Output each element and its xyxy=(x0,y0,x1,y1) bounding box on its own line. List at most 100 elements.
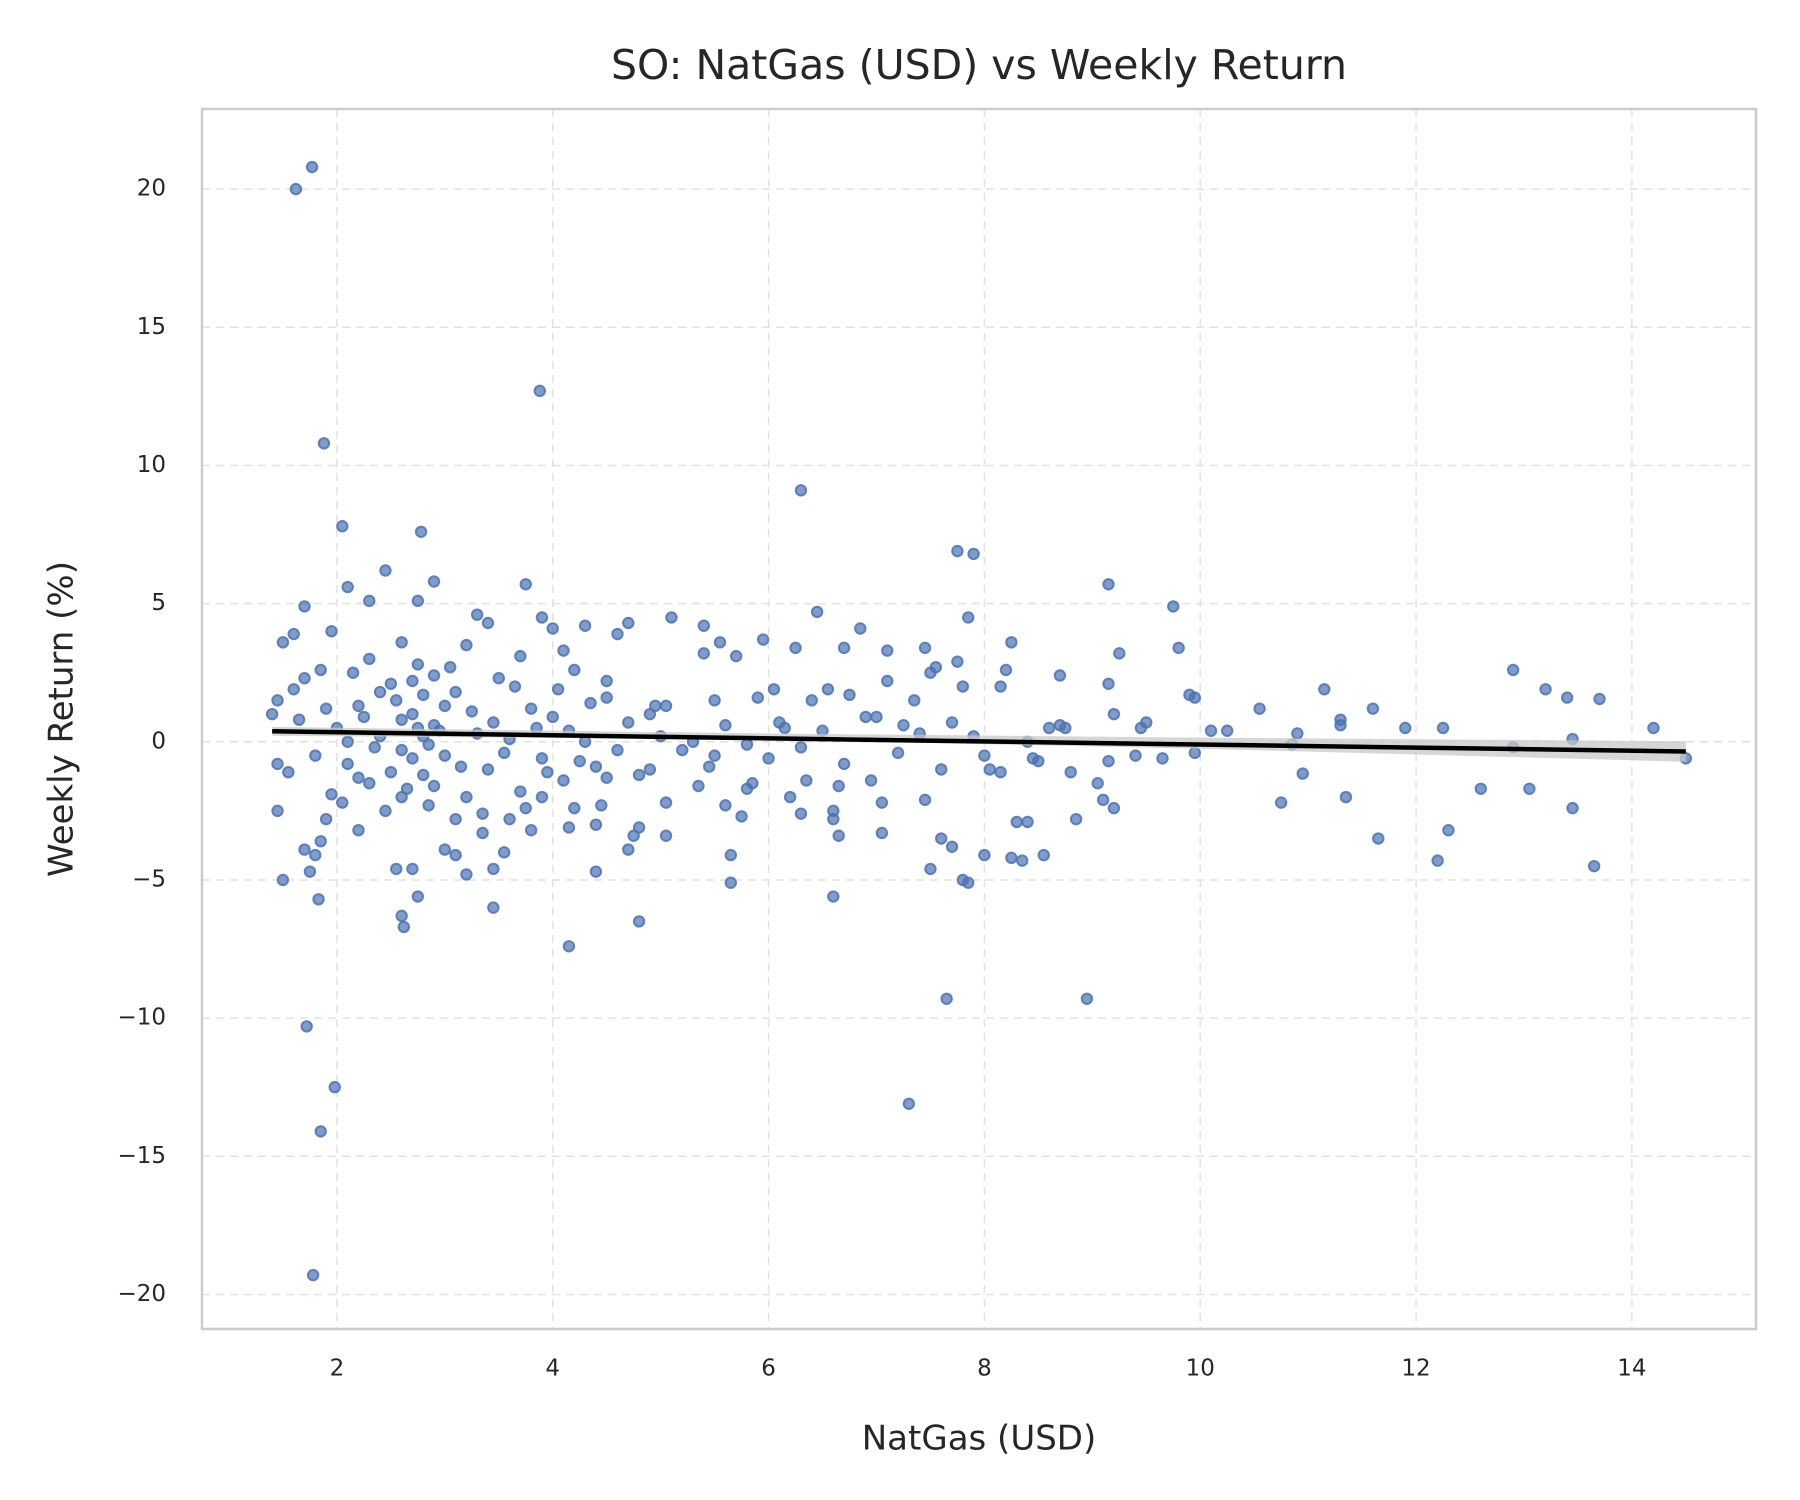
data-point xyxy=(533,384,546,398)
data-point xyxy=(794,484,808,497)
y-tick-label: 20 xyxy=(137,176,166,202)
data-point xyxy=(568,663,581,677)
data-point xyxy=(1523,782,1536,795)
data-point xyxy=(891,746,905,760)
data-point xyxy=(945,716,959,729)
data-point xyxy=(924,666,937,679)
data-point xyxy=(363,652,376,666)
data-point xyxy=(767,683,781,696)
data-point xyxy=(460,638,473,652)
data-point xyxy=(983,763,996,776)
data-point xyxy=(708,694,721,707)
data-point xyxy=(397,920,411,934)
x-tick-label: 8 xyxy=(977,1356,992,1382)
data-point xyxy=(729,649,743,663)
data-point xyxy=(611,627,624,641)
data-point xyxy=(875,826,889,840)
data-point xyxy=(422,799,435,812)
data-point xyxy=(719,719,732,732)
data-point xyxy=(859,710,872,724)
data-point xyxy=(918,793,932,807)
data-point xyxy=(341,580,354,594)
data-point xyxy=(524,702,538,715)
chart-title: SO: NatGas (USD) vs Weekly Return xyxy=(611,41,1347,89)
data-point xyxy=(708,749,721,762)
data-point xyxy=(406,707,419,721)
data-point xyxy=(1080,992,1094,1005)
data-point xyxy=(535,611,549,624)
data-point xyxy=(352,824,365,837)
data-point xyxy=(336,796,349,809)
data-point xyxy=(643,707,657,721)
data-point xyxy=(1069,812,1083,826)
data-point xyxy=(735,810,748,823)
data-point xyxy=(1042,721,1056,735)
data-point xyxy=(951,655,964,668)
data-point xyxy=(503,812,516,826)
data-point xyxy=(524,824,538,837)
data-point xyxy=(336,520,349,533)
data-point xyxy=(810,605,824,619)
data-point xyxy=(1647,721,1660,735)
data-point xyxy=(622,843,635,856)
data-point xyxy=(999,663,1013,677)
data-point xyxy=(978,749,991,762)
data-point xyxy=(1107,707,1121,721)
data-point xyxy=(1064,765,1077,779)
data-point xyxy=(665,611,678,624)
data-point xyxy=(1102,677,1115,690)
data-point xyxy=(994,680,1007,693)
data-point xyxy=(406,752,419,765)
data-point xyxy=(514,785,527,798)
data-point xyxy=(1167,600,1180,613)
data-point xyxy=(897,719,910,732)
data-point xyxy=(827,812,840,826)
data-point xyxy=(578,619,592,632)
data-point xyxy=(328,1081,341,1094)
data-point xyxy=(1091,777,1104,790)
data-point xyxy=(300,1020,313,1033)
data-point xyxy=(384,765,398,779)
data-point xyxy=(346,666,360,679)
data-point xyxy=(411,594,425,608)
data-point xyxy=(832,779,845,793)
data-point xyxy=(789,641,802,655)
data-point xyxy=(454,760,468,773)
data-point xyxy=(924,862,937,876)
data-point xyxy=(422,738,435,751)
regression-line xyxy=(272,729,1686,754)
data-point xyxy=(800,774,813,787)
data-point xyxy=(427,575,441,588)
data-point xyxy=(1593,692,1606,706)
y-tick-label: 5 xyxy=(151,590,166,616)
data-point xyxy=(363,777,376,790)
data-point xyxy=(740,782,754,795)
data-point xyxy=(724,876,737,889)
data-point xyxy=(535,790,549,804)
data-point xyxy=(568,801,581,815)
data-point xyxy=(1096,793,1110,807)
data-point xyxy=(1129,749,1142,762)
data-point xyxy=(309,848,322,862)
data-point xyxy=(951,544,964,558)
data-point xyxy=(492,672,505,685)
data-point xyxy=(411,658,425,671)
data-point xyxy=(589,865,603,878)
data-point xyxy=(1318,683,1331,696)
data-point xyxy=(390,694,403,707)
data-point xyxy=(551,683,565,696)
data-point xyxy=(697,647,711,660)
data-point xyxy=(1005,851,1018,865)
data-point xyxy=(649,699,662,713)
data-point xyxy=(406,674,419,688)
data-point xyxy=(1560,691,1574,704)
data-point xyxy=(1436,721,1450,735)
data-point xyxy=(325,625,338,638)
data-point xyxy=(317,437,331,450)
data-point xyxy=(756,633,770,646)
data-point xyxy=(497,846,511,859)
data-point xyxy=(627,829,640,842)
data-point xyxy=(1566,801,1579,815)
data-point xyxy=(276,636,290,649)
